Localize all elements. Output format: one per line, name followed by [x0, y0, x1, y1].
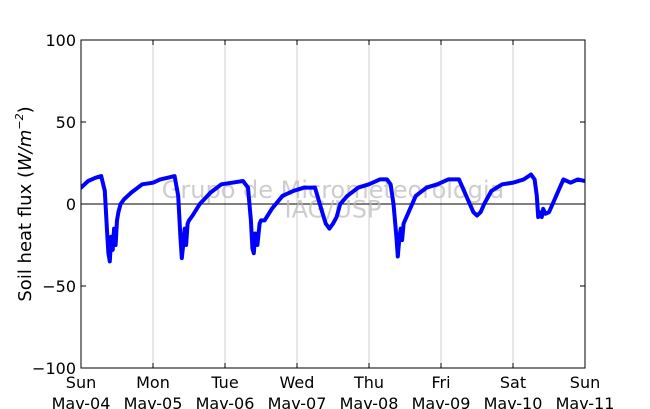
x-tick-label-date: Mav-10	[484, 394, 543, 409]
y-axis-label-text: Soil heat flux (	[15, 171, 36, 302]
x-tick-label-day: Thu	[353, 373, 384, 392]
x-tick-label-day: Sun	[66, 373, 96, 392]
y-axis-label-close: )	[15, 106, 36, 113]
y-tick-label: 0	[66, 195, 76, 214]
x-tick-labels: Sun Mav-04 Mon Mav-05 Tue Mav-06 Wed Mav-07 Thu M…	[52, 373, 615, 409]
x-tick-label-date: Mav-06	[196, 394, 255, 409]
x-tick-label-date: Mav-11	[556, 394, 615, 409]
series-line	[81, 172, 585, 264]
y-tick-label: −50	[42, 277, 76, 296]
watermark-line-2: IAG/USP	[284, 195, 381, 223]
x-tick-label-date: Mav-09	[412, 394, 471, 409]
x-tick-label-date: Mav-05	[124, 394, 183, 409]
x-tick-label-date: Mav-04	[52, 394, 111, 409]
y-tick-label: 50	[56, 113, 76, 132]
x-tick-label-day: Tue	[210, 373, 238, 392]
x-tick-label-day: Sat	[500, 373, 526, 392]
x-tick-label-day: Sun	[570, 373, 600, 392]
x-tick-label-date: Mav-08	[340, 394, 399, 409]
axis-ticks	[80, 39, 586, 369]
series-layer	[81, 172, 585, 264]
x-tick-label-day: Fri	[431, 373, 450, 392]
y-axis-label: Soil heat flux (W/m−2)	[13, 106, 36, 301]
y-tick-label: 100	[45, 31, 76, 50]
x-tick-label-day: Mon	[136, 373, 170, 392]
x-tick-label-date: Mav-07	[268, 394, 327, 409]
y-tick-label: −100	[32, 359, 76, 378]
y-tick-labels: 100 50 0 −50 −100	[32, 31, 76, 378]
y-axis-label-unit: W/m	[15, 130, 36, 171]
y-axis-label-exponent: −2	[13, 113, 26, 129]
x-tick-label-day: Wed	[280, 373, 315, 392]
